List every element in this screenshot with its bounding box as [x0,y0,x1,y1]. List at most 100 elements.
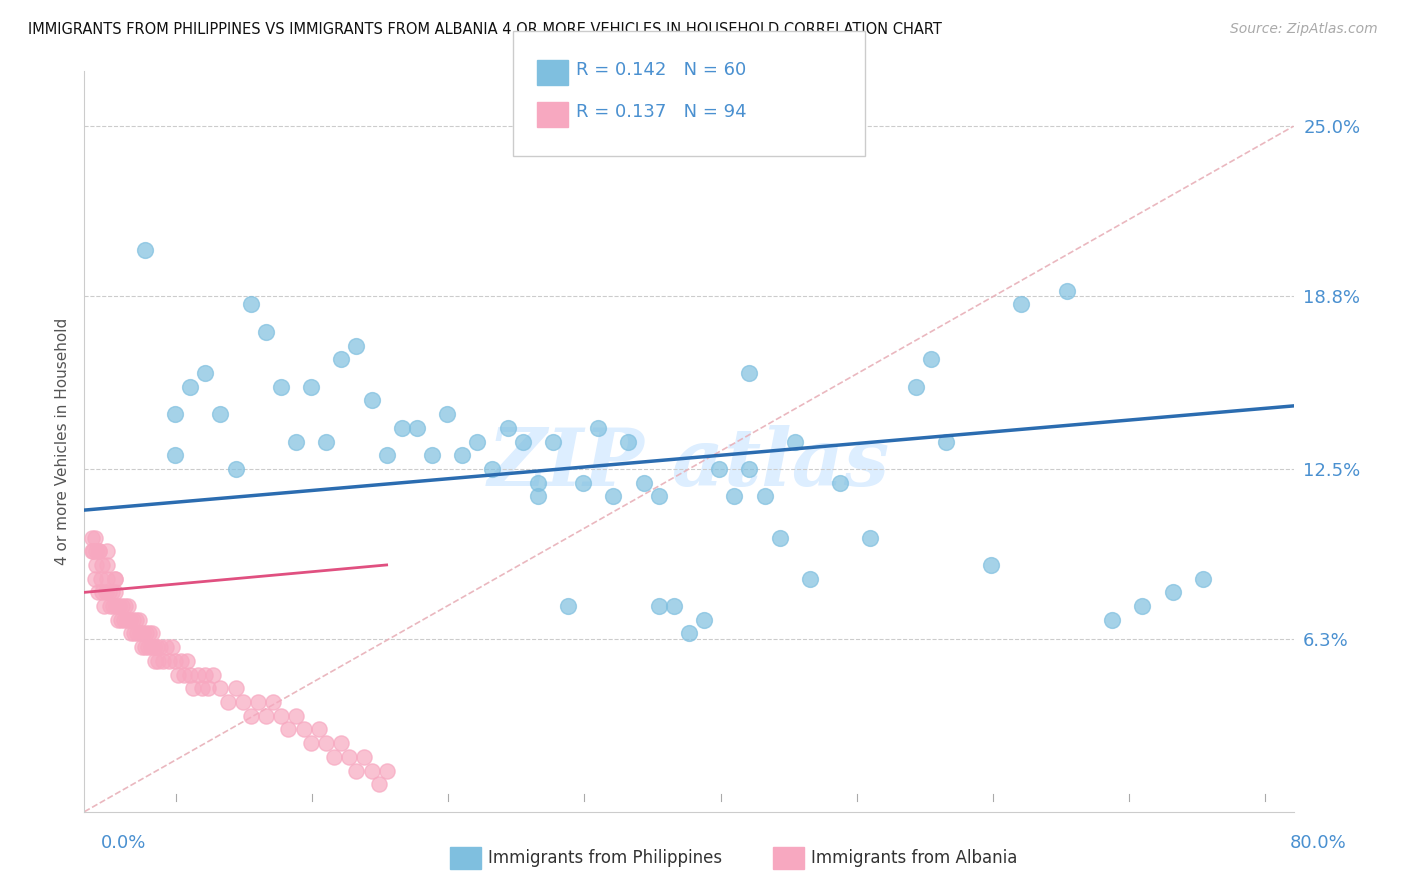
Point [1056,284,1078,298]
Point [194,667,217,681]
Point [254,708,277,723]
Text: Immigrants from Philippines: Immigrants from Philippines [488,849,723,867]
Point [91,585,114,599]
Point [512,434,534,449]
Point [145,654,167,668]
Point [86,544,108,558]
Point [107,613,129,627]
Point [678,626,700,640]
Point [436,407,458,421]
Point [136,640,159,655]
Point [217,695,239,709]
Point [738,462,761,476]
Point [633,475,655,490]
Point [1192,572,1215,586]
Point [315,434,337,449]
Point [155,640,177,655]
Point [292,723,315,737]
Point [330,352,353,367]
Point [80,544,103,558]
Point [648,599,671,613]
Point [406,421,429,435]
Point [115,613,138,627]
Point [322,750,344,764]
Point [723,489,745,503]
Point [859,531,882,545]
Point [799,572,821,586]
Point [187,667,209,681]
Point [117,599,139,613]
Point [122,626,145,640]
Point [541,434,564,449]
Point [308,723,330,737]
Point [120,626,142,640]
Point [191,681,214,696]
Point [167,667,190,681]
Point [527,475,550,490]
Point [904,380,927,394]
Point [375,764,398,778]
Point [165,448,187,462]
Point [101,599,124,613]
Point [201,667,224,681]
Point [114,599,136,613]
Point [299,736,322,750]
Point [1011,297,1033,311]
Point [132,626,155,640]
Point [299,380,322,394]
Point [783,434,806,449]
Point [232,695,254,709]
Text: ZIP atlas: ZIP atlas [488,425,890,502]
Point [693,613,716,627]
Point [96,558,118,572]
Point [157,654,180,668]
Point [87,585,110,599]
Point [94,585,117,599]
Point [149,640,172,655]
Point [96,572,118,586]
Point [160,640,183,655]
Text: Immigrants from Albania: Immigrants from Albania [811,849,1018,867]
Point [337,750,360,764]
Point [254,325,277,339]
Text: R = 0.142   N = 60: R = 0.142 N = 60 [576,61,747,78]
Point [572,475,595,490]
Point [247,695,270,709]
Point [709,462,731,476]
Point [225,681,247,696]
Point [121,613,143,627]
Point [557,599,579,613]
Point [89,544,111,558]
Point [134,243,156,257]
Point [346,764,368,778]
Point [209,681,232,696]
Point [391,421,413,435]
Point [98,599,121,613]
Point [125,613,148,627]
Point [139,640,162,655]
Point [738,366,761,380]
Point [84,531,107,545]
Point [97,585,120,599]
Point [127,626,149,640]
Point [330,736,353,750]
Point [935,434,957,449]
Point [128,613,150,627]
Point [91,558,114,572]
Point [104,572,127,586]
Point [648,489,671,503]
Point [1101,613,1123,627]
Point [173,667,195,681]
Point [96,544,118,558]
Point [152,654,174,668]
Point [181,681,204,696]
Point [602,489,624,503]
Point [481,462,503,476]
Point [131,640,153,655]
Text: 0.0%: 0.0% [101,834,146,852]
Point [110,613,132,627]
Text: Source: ZipAtlas.com: Source: ZipAtlas.com [1230,22,1378,37]
Point [134,640,156,655]
Point [111,599,134,613]
Point [89,544,111,558]
